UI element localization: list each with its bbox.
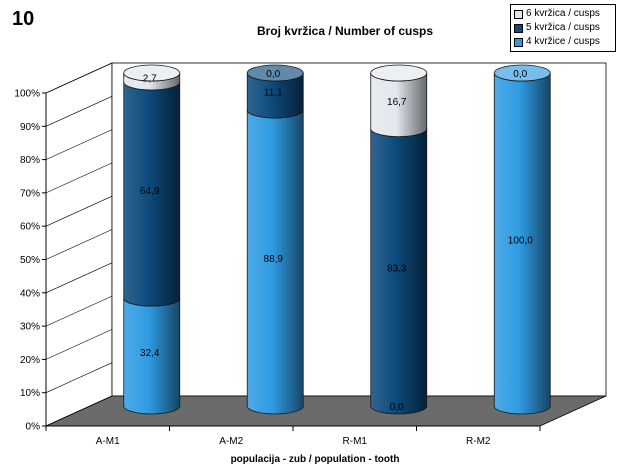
y-gridline-diagonal — [45, 329, 113, 360]
bar-top-cap — [123, 64, 181, 82]
y-tick-label: 70% — [20, 188, 40, 199]
y-tick-label: 50% — [20, 255, 40, 266]
data-label: 0,0 — [266, 69, 280, 80]
x-axis: A-M1 A-M2 R-M1 R-M2 — [45, 425, 541, 447]
legend-swatch — [514, 37, 523, 47]
legend-item: 6 kvržica / cusps — [514, 7, 612, 21]
legend-swatch — [514, 23, 523, 33]
x-axis-label: populacija - zub / population - tooth — [231, 454, 400, 465]
legend-label: 4 kvržice / cusps — [526, 36, 600, 47]
data-label: 16,7 — [387, 97, 407, 108]
y-gridline-diagonal — [45, 195, 113, 227]
y-tick-label: 40% — [20, 288, 40, 299]
legend-item: 5 kvržica / cusps — [514, 21, 612, 35]
y-tick-label: 90% — [20, 122, 40, 133]
x-tick-label: R-M1 — [343, 436, 368, 447]
data-label: 2,7 — [143, 73, 157, 84]
x-tick-label: R-M2 — [466, 436, 491, 447]
bar-top-cap — [246, 64, 304, 82]
y-tick-label: 30% — [20, 322, 40, 333]
y-gridline-diagonal — [45, 362, 113, 393]
data-labels: 32,4 64,9 2,7 88,9 11,1 0,0 0,0 83,3 16,7 100,0 0,… — [140, 69, 533, 413]
data-label: 88,9 — [264, 254, 284, 265]
y-gridline-diagonal — [45, 295, 113, 327]
y-axis: 0% 10% 20% 30% 40% 50% 60% 70% 80% 90% 100% — [14, 62, 113, 433]
data-label: 11,1 — [264, 87, 283, 98]
data-label: 83,3 — [387, 263, 407, 274]
y-gridline-diagonal — [45, 96, 113, 127]
figure-number: 10 — [12, 8, 35, 30]
y-tick-label: 80% — [20, 155, 40, 166]
y-tick-label: 20% — [20, 355, 40, 366]
data-label: 100,0 — [508, 236, 533, 247]
bar-top-cap — [493, 64, 551, 82]
y-tick-label: 0% — [26, 422, 41, 433]
legend-item: 4 kvržice / cusps — [514, 35, 612, 49]
legend-label: 5 kvržica / cusps — [526, 22, 600, 33]
y-tick-label: 60% — [20, 222, 40, 233]
y-gridline-diagonal — [45, 395, 113, 427]
bar-top-cap — [370, 64, 428, 82]
chart-title: Broj kvržica / Number of cusps — [257, 24, 433, 38]
y-gridline-diagonal — [45, 162, 113, 194]
legend-swatch — [514, 9, 523, 19]
data-label: 0,0 — [390, 402, 404, 413]
x-tick-label: A-M2 — [219, 436, 243, 447]
y-gridline-diagonal — [45, 262, 113, 294]
data-label: 0,0 — [513, 69, 527, 80]
y-gridline-diagonal — [45, 62, 113, 94]
legend-label: 6 kvržica / cusps — [526, 8, 600, 19]
data-label: 32,4 — [140, 348, 160, 359]
x-tick-label: A-M1 — [96, 436, 120, 447]
y-gridline-diagonal — [45, 229, 113, 260]
y-tick-label: 100% — [14, 89, 40, 100]
bars — [123, 64, 551, 415]
y-tick-label: 10% — [20, 388, 40, 399]
y-gridline-diagonal — [45, 129, 113, 160]
data-label: 64,9 — [140, 186, 160, 197]
legend: 6 kvržica / cusps 5 kvržica / cusps 4 kvrž… — [510, 4, 616, 52]
